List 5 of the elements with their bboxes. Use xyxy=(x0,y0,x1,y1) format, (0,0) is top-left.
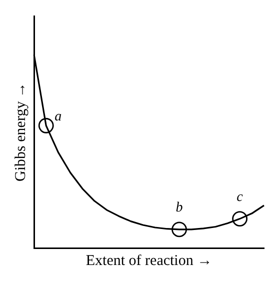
annotation: c xyxy=(236,190,244,205)
annotation: a xyxy=(54,110,62,125)
y-axis-title: Gibbs energy → xyxy=(12,82,29,182)
annotation: b xyxy=(176,200,183,216)
x-axis-title: Extent of reaction → xyxy=(86,252,212,269)
